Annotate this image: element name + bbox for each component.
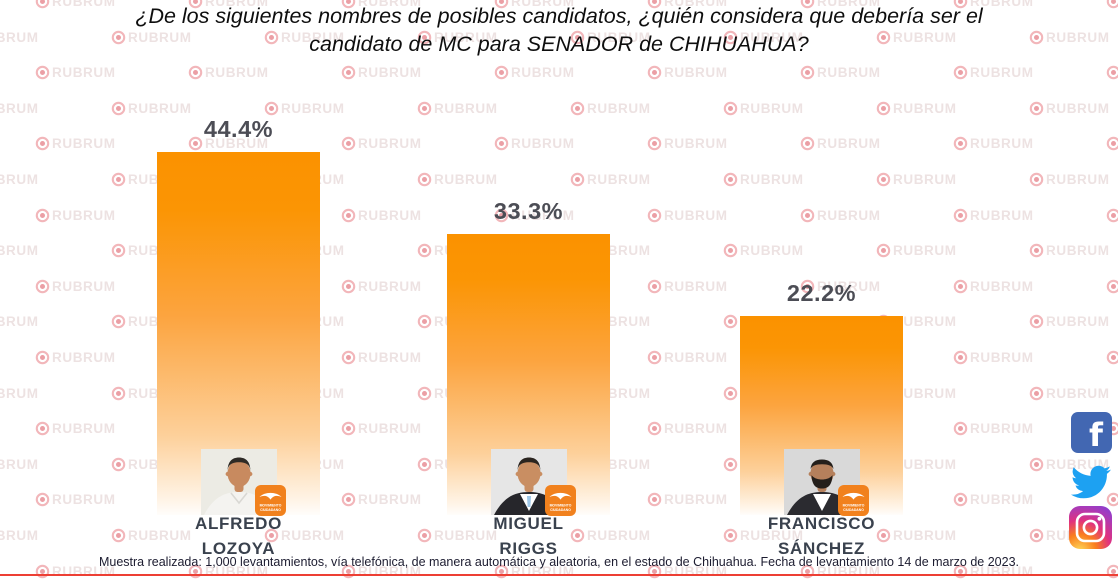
svg-text:MOVIMIENTO: MOVIMIENTO	[259, 504, 281, 508]
candidate-name-line-1: ALFREDO	[194, 514, 283, 533]
bar-value-label: 33.3%	[493, 198, 564, 224]
instagram-icon[interactable]	[1069, 506, 1112, 554]
candidate-name: ALFREDO LOZOYA	[127, 512, 350, 561]
mc-party-badge: MOVIMIENTO CIUDADANO	[544, 485, 576, 516]
svg-text:CIUDADANO: CIUDADANO	[550, 508, 571, 512]
bar-value-label: 44.4%	[203, 116, 274, 142]
svg-text:CIUDADANO: CIUDADANO	[843, 508, 864, 512]
facebook-icon[interactable]: f	[1071, 412, 1112, 458]
mc-eagle-icon	[549, 492, 571, 500]
candidate-name: FRANCISCO SÁNCHEZ	[710, 512, 933, 561]
mc-party-badge: MOVIMIENTO CIUDADANO	[254, 485, 286, 516]
svg-text:CIUDADANO: CIUDADANO	[260, 508, 281, 512]
svg-text:MOVIMIENTO: MOVIMIENTO	[842, 504, 864, 508]
bottom-accent-line	[0, 574, 1118, 576]
candidate-name-line-1: MIGUEL	[493, 514, 564, 533]
candidate-name-line-2: SÁNCHEZ	[777, 538, 866, 558]
candidate-name-line-2: LOZOYA	[201, 538, 276, 558]
mc-party-badge: MOVIMIENTO CIUDADANO	[837, 485, 869, 516]
candidate-name-line-2: RIGGS	[499, 538, 558, 558]
mc-eagle-icon	[842, 492, 864, 500]
page-title: ¿De los siguientes nombres de posibles c…	[0, 3, 1118, 59]
svg-text:f: f	[1089, 416, 1104, 453]
title-line-1: ¿De los siguientes nombres de posibles c…	[135, 4, 983, 28]
title-line-2: candidato de MC para SENADOR de CHIHUAHU…	[309, 31, 809, 56]
bar-value-label: 22.2%	[786, 280, 857, 306]
candidate-name-line-1: FRANCISCO	[767, 514, 876, 533]
survey-methodology-note: Muestra realizada: 1,000 levantamientos,…	[98, 555, 1020, 569]
twitter-icon[interactable]	[1068, 462, 1114, 507]
candidate-name: MIGUEL RIGGS	[417, 512, 640, 561]
svg-text:MOVIMIENTO: MOVIMIENTO	[549, 504, 571, 508]
mc-eagle-icon	[259, 492, 281, 500]
